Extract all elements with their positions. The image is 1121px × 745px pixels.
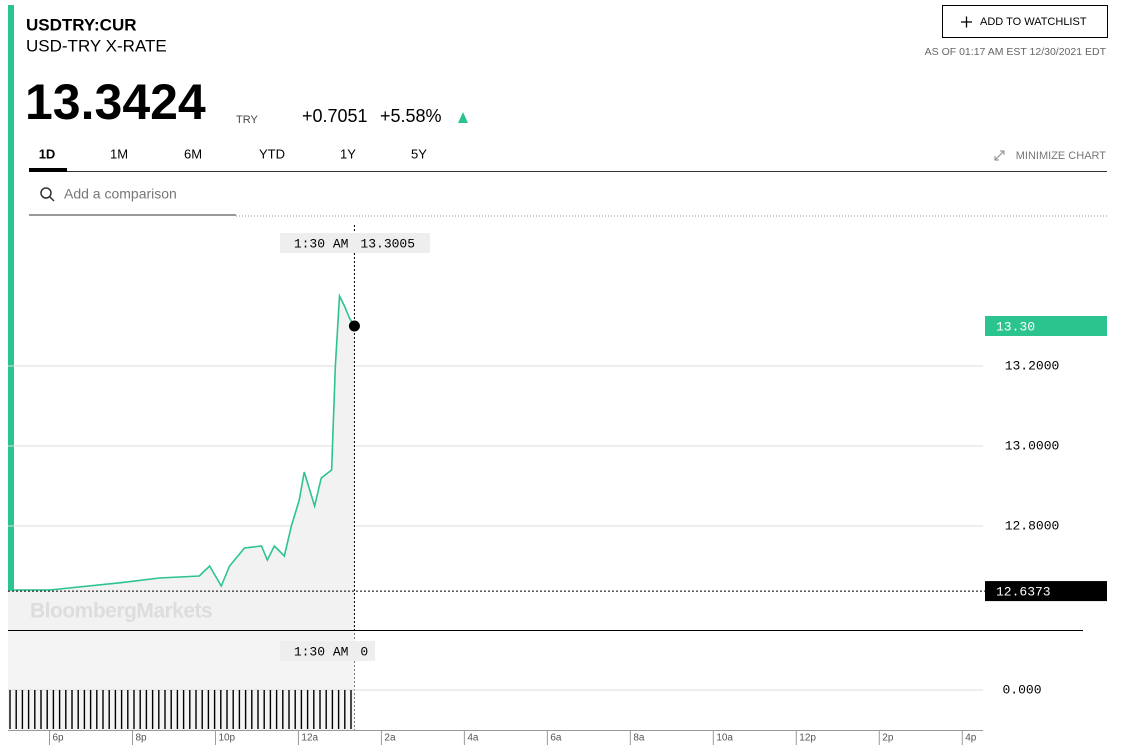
price: 13.3424 <box>25 74 206 130</box>
tab[interactable]: 1D <box>39 146 56 161</box>
volume-tooltip-time: 1:30 AM <box>294 644 349 659</box>
tabs: 1D 1M 6M YTD 1Y 5Y <box>39 146 428 161</box>
up-arrow <box>458 112 468 123</box>
y-tick-label: 13.0000 <box>1005 438 1060 453</box>
x-tick-label: 10p <box>218 733 235 744</box>
tooltip-time: 1:30 AM <box>294 236 349 251</box>
tooltip-value: 13.3005 <box>360 236 415 251</box>
tab[interactable]: 5Y <box>411 146 427 161</box>
y-tick-label: 13.2000 <box>1005 358 1060 373</box>
x-tick-label: 2a <box>384 733 396 744</box>
minimize-icon <box>994 150 1005 161</box>
volume-tooltip-box <box>280 641 375 661</box>
watchlist-button[interactable]: ADD TO WATCHLIST <box>942 5 1108 38</box>
x-tick-label: 8a <box>633 733 645 744</box>
volume-tick-label: 0.000 <box>1002 682 1041 697</box>
security-name: USD-TRY X-RATE <box>26 36 167 55</box>
x-tick-label: 12p <box>799 733 816 744</box>
x-tick-label: 4a <box>467 733 479 744</box>
x-tick-label: 2p <box>882 733 894 744</box>
x-tick-label: 8p <box>135 733 147 744</box>
tab[interactable]: 1M <box>110 146 128 161</box>
search-icon-handle <box>49 196 55 202</box>
as-of: AS OF 01:17 AM EST 12/30/2021 EDT <box>925 46 1107 58</box>
minimize-label: MINIMIZE CHART <box>1016 150 1107 162</box>
x-tick-label: 6a <box>550 733 562 744</box>
x-tick-label: 10a <box>716 733 733 744</box>
tab[interactable]: 1Y <box>340 146 356 161</box>
comparison-search[interactable]: Add a comparison <box>29 186 236 216</box>
currency: TRY <box>236 114 258 126</box>
watermark: BloombergMarkets <box>30 600 212 623</box>
plus-icon <box>961 16 972 28</box>
active-tab-underline <box>29 168 67 172</box>
volume-tooltip-value: 0 <box>360 644 368 659</box>
tab[interactable]: 6M <box>184 146 202 161</box>
minimize-button[interactable]: MINIMIZE CHART <box>994 150 1107 162</box>
y-tick-label: 12.8000 <box>1005 518 1060 533</box>
reference-label: 12.6373 <box>996 585 1051 600</box>
x-tick-label: 12a <box>301 733 318 744</box>
x-tick-label: 6p <box>52 733 64 744</box>
accent-bar <box>8 5 14 592</box>
tooltip-box <box>280 233 430 253</box>
search-icon <box>40 187 52 199</box>
x-tick-label: 4p <box>965 733 977 744</box>
symbol: USDTRY:CUR <box>26 15 137 34</box>
button-label: ADD TO WATCHLIST <box>980 16 1087 28</box>
area <box>8 296 355 630</box>
search-placeholder: Add a comparison <box>64 186 177 202</box>
last-tag <box>985 316 1107 336</box>
change-pct: +5.58% <box>380 106 442 126</box>
tab[interactable]: YTD <box>259 146 285 161</box>
price-line <box>8 292 356 591</box>
reference-tag <box>985 581 1107 602</box>
chart: 12.8000 13.0000 13.2000 BloombergMarkets 12.… <box>8 225 1107 745</box>
change: +0.7051 <box>302 106 368 126</box>
last-label: 13.30 <box>996 319 1035 334</box>
